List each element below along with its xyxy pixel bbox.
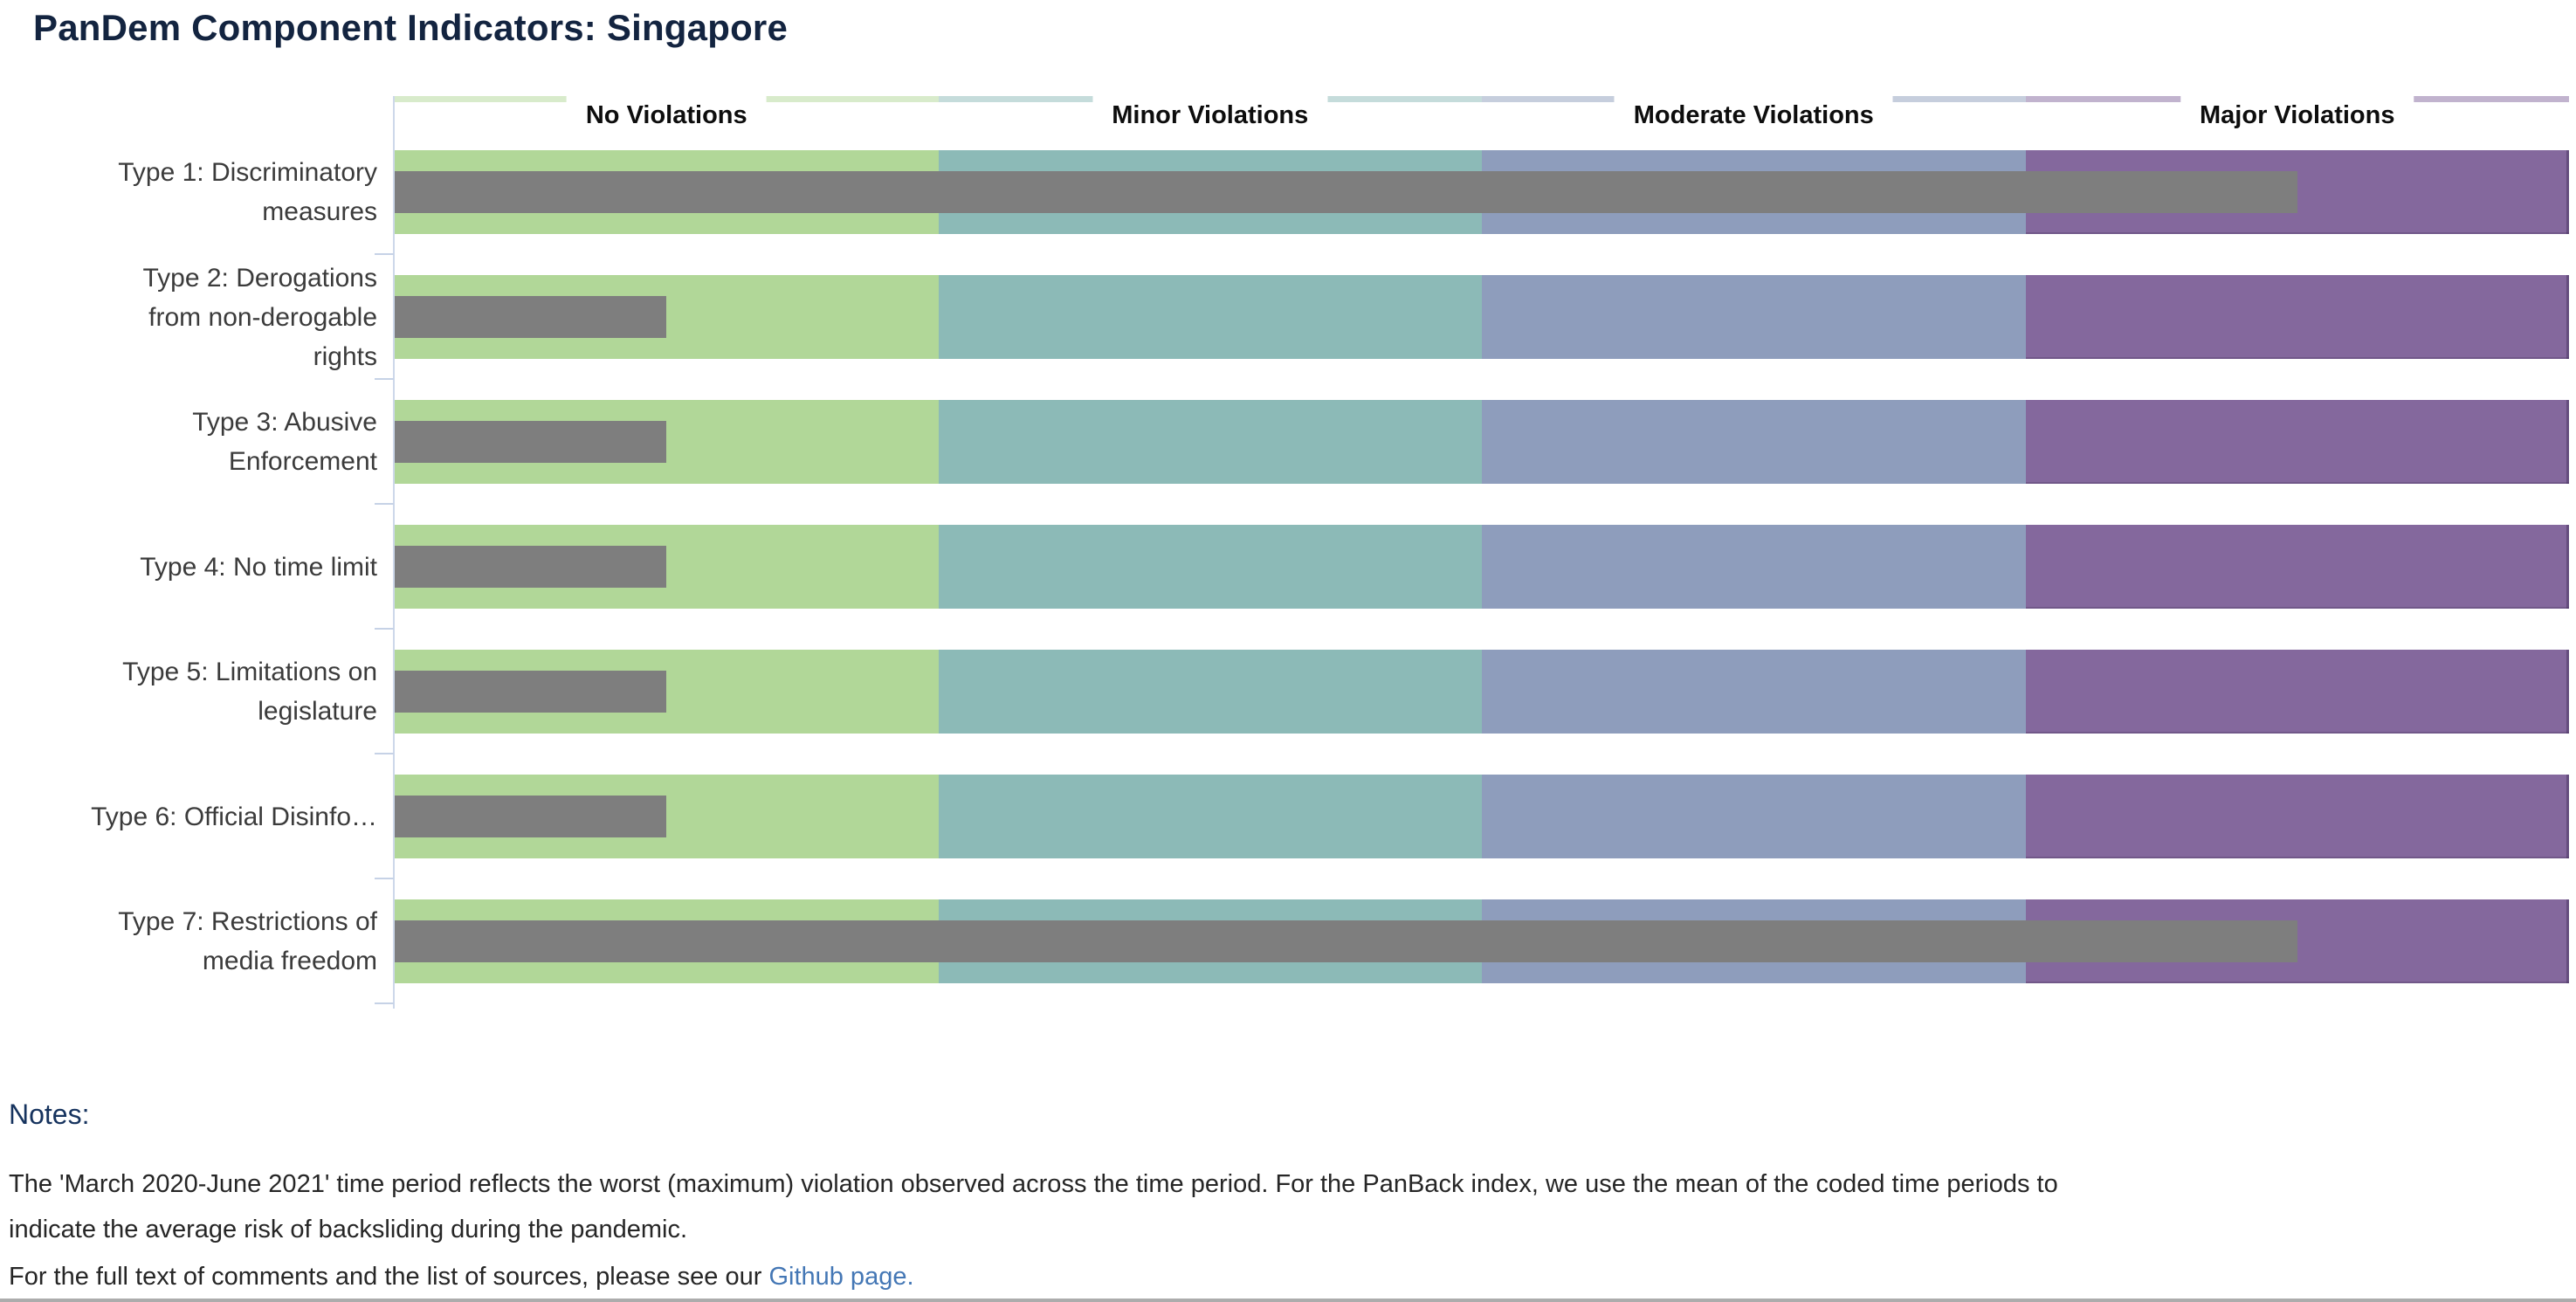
value-bar: [395, 546, 667, 588]
value-bar: [395, 296, 667, 338]
zone-segment-minor-violations: [938, 275, 1482, 359]
plot-area: No Violations Minor Violations Moderate …: [0, 87, 2569, 1009]
zone-segment-minor-violations: [938, 650, 1482, 734]
sources-prefix: For the full text of comments and the li…: [9, 1263, 769, 1291]
zone-segment-moderate-violations: [1482, 400, 2026, 484]
zone-segment-major-violations: [2025, 650, 2569, 734]
zone-segment-major-violations: [2025, 775, 2569, 858]
axis-tick: [375, 878, 394, 879]
github-page-link[interactable]: Github page.: [768, 1263, 914, 1291]
axis-tick: [375, 753, 394, 754]
row-band: [395, 525, 2569, 609]
row-band: [395, 275, 2569, 359]
zone-segment-minor-violations: [938, 775, 1482, 858]
notes-heading: Notes:: [9, 1099, 90, 1130]
row-label: Type 3: Abusive Enforcement: [192, 408, 377, 476]
row-type-2: Type 2: Derogations from non-derogable r…: [0, 263, 2569, 371]
zone-segment-major-violations: [2025, 275, 2569, 359]
axis-tick: [375, 503, 394, 505]
chart-title: PanDem Component Indicators: Singapore: [33, 7, 789, 48]
bottom-edge-strip: [0, 1299, 2576, 1302]
row-label: Type 6: Official Disinfo…: [91, 802, 377, 831]
zone-header-moderate-violations: Moderate Violations: [1614, 87, 1893, 139]
row-label: Type 1: Discriminatory measures: [118, 158, 377, 226]
zone-segment-moderate-violations: [1482, 525, 2026, 609]
value-bar: [395, 421, 667, 463]
zone-segment-minor-violations: [938, 525, 1482, 609]
zone-segment-major-violations: [2025, 525, 2569, 609]
zone-segment-moderate-violations: [1482, 650, 2026, 734]
zone-segment-minor-violations: [938, 400, 1482, 484]
row-type-6: Type 6: Official Disinfo…: [0, 775, 2569, 858]
row-label: Type 5: Limitations on legislature: [122, 658, 377, 726]
row-label: Type 2: Derogations from non-derogable r…: [142, 263, 378, 371]
zone-header-major-violations: Major Violations: [2180, 87, 2414, 139]
axis-tick: [375, 1002, 394, 1004]
notes-paragraph: The 'March 2020-June 2021' time period r…: [9, 1170, 2058, 1243]
row-type-4: Type 4: No time limit: [0, 525, 2569, 609]
zone-segment-major-violations: [2025, 400, 2569, 484]
axis-tick: [375, 378, 394, 380]
row-band: [395, 650, 2569, 734]
zone-segment-moderate-violations: [1482, 775, 2026, 858]
row-band: [395, 400, 2569, 484]
row-type-5: Type 5: Limitations on legislature: [0, 650, 2569, 734]
zone-header-minor-violations: Minor Violations: [1092, 87, 1328, 139]
value-bar: [395, 671, 667, 713]
row-type-1: Type 1: Discriminatory measures: [0, 150, 2569, 234]
axis-tick: [375, 253, 394, 255]
row-band: [395, 150, 2569, 234]
value-bar: [395, 171, 2297, 213]
row-type-7: Type 7: Restrictions of media freedom: [0, 899, 2569, 983]
zone-segment-moderate-violations: [1482, 275, 2026, 359]
row-band: [395, 775, 2569, 858]
value-bar: [395, 796, 667, 837]
zone-header-no-violations: No Violations: [566, 87, 767, 139]
y-axis-line: [393, 96, 395, 1009]
axis-tick: [375, 628, 394, 630]
row-band: [395, 899, 2569, 983]
value-bar: [395, 920, 2297, 962]
row-type-3: Type 3: Abusive Enforcement: [0, 400, 2569, 484]
row-label: Type 4: No time limit: [140, 552, 377, 582]
row-label: Type 7: Restrictions of media freedom: [118, 907, 377, 975]
sources-line: For the full text of comments and the li…: [9, 1263, 914, 1292]
